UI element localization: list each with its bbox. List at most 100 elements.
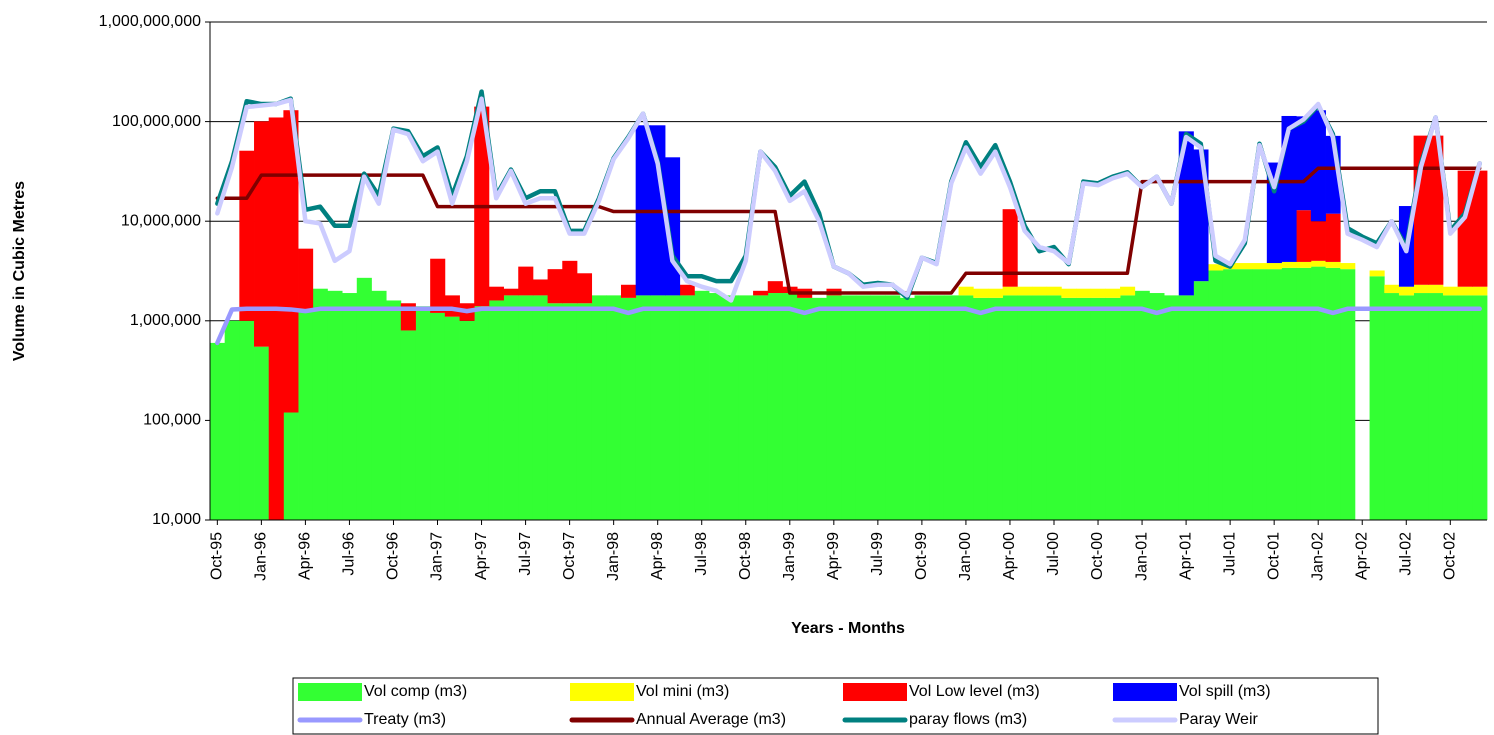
area-segment (1017, 295, 1033, 520)
area-segment (1002, 286, 1018, 296)
x-tick-label: Apr-96 (297, 532, 314, 580)
area-segment (1296, 267, 1312, 520)
x-tick-label: Apr-01 (1177, 532, 1194, 580)
area-segment (679, 295, 695, 520)
area-segment (1428, 135, 1444, 285)
x-axis-title: Years - Months (791, 620, 905, 637)
area-segment (1281, 267, 1297, 520)
legend-label: Vol Low level (m3) (909, 683, 1040, 700)
y-tick-label: 1,000,000 (130, 312, 201, 329)
x-tick-label: Apr-00 (1001, 532, 1018, 580)
x-tick-label: Jan-01 (1133, 532, 1150, 581)
area-segment (298, 309, 314, 520)
area-segment (400, 330, 416, 520)
area-segment (415, 306, 431, 520)
area-segment (1237, 269, 1253, 520)
area-segment (210, 342, 226, 520)
area-segment (914, 295, 930, 520)
x-tick-label: Oct-97 (561, 532, 578, 580)
area-segment (488, 286, 504, 301)
area-segment (1340, 269, 1356, 520)
x-tick-label: Jul-00 (1045, 532, 1062, 576)
area-segment (239, 150, 255, 321)
area-segment (782, 293, 798, 520)
area-segment (723, 295, 739, 520)
x-tick-label: Oct-01 (1265, 532, 1282, 580)
area-segment (1384, 284, 1400, 294)
area-segment (1340, 263, 1356, 270)
area-segment (518, 295, 534, 520)
area-segment (298, 248, 314, 310)
area-segment (356, 277, 372, 520)
area-segment (1266, 263, 1282, 270)
area-segment (430, 312, 446, 520)
legend-swatch (570, 683, 634, 701)
area-segment (1061, 297, 1077, 520)
area-segment (283, 110, 299, 413)
x-tick-label: Oct-00 (1089, 532, 1106, 580)
area-segment (503, 295, 519, 520)
y-axis-title: Volume in Cubic Metres (11, 181, 28, 361)
area-segment (987, 288, 1004, 298)
area-segment (283, 412, 299, 520)
area-segment (1310, 221, 1326, 261)
area-segment (1031, 286, 1048, 296)
area-segment (562, 303, 578, 520)
area-segment (1076, 297, 1092, 520)
area-segment (591, 295, 607, 520)
area-segment (1266, 162, 1282, 264)
y-tick-label: 100,000,000 (112, 113, 201, 130)
legend-label: Vol mini (m3) (636, 683, 729, 700)
area-segment (459, 320, 475, 520)
area-segment (1149, 293, 1165, 520)
area-segment (1413, 284, 1429, 294)
area-segment (767, 293, 783, 520)
area-segment (987, 297, 1004, 520)
area-segment (1178, 295, 1194, 520)
area-segment (312, 288, 328, 520)
area-segment (929, 295, 945, 520)
area-segment (1090, 288, 1106, 298)
area-segment (1046, 286, 1062, 296)
areas (210, 106, 1488, 520)
x-tick-label: Jan-98 (605, 532, 622, 581)
area-segment (1457, 295, 1473, 520)
area-segment (841, 295, 857, 520)
x-tick-label: Oct-98 (737, 532, 754, 580)
x-tick-label: Apr-98 (649, 532, 666, 580)
area-segment (1325, 213, 1341, 262)
area-segment (1120, 286, 1136, 296)
area-segment (1472, 170, 1488, 287)
area-segment (753, 290, 769, 296)
area-segment (606, 295, 622, 520)
lines (215, 89, 1482, 346)
area-segment (1252, 263, 1268, 270)
x-tick-label: Jan-00 (957, 532, 974, 581)
area-segment (620, 284, 637, 298)
area-segment (738, 295, 754, 520)
legend-label: paray flows (m3) (909, 711, 1027, 728)
area-segment (1178, 131, 1194, 296)
area-segment (1164, 295, 1180, 520)
legend-label: Vol spill (m3) (1179, 683, 1271, 700)
area-segment (1325, 267, 1341, 520)
x-tick-label: Oct-99 (913, 532, 930, 580)
area-segment (1266, 269, 1282, 520)
x-tick-label: Jul-02 (1397, 532, 1414, 576)
x-tick-label: Jan-02 (1309, 532, 1326, 581)
area-segment (488, 300, 504, 520)
area-segment (268, 117, 284, 520)
y-tick-label: 1,000,000,000 (99, 13, 201, 30)
area-segment (1398, 295, 1415, 520)
area-segment (1325, 261, 1341, 268)
area-segment (885, 295, 901, 520)
legend-label: Paray Weir (1179, 711, 1259, 728)
area-segment (1031, 295, 1048, 520)
area-segment (1296, 261, 1312, 268)
x-tick-label: Jul-99 (869, 532, 886, 576)
labels: Volume in Cubic Metres Years - Months Oc… (11, 181, 1458, 637)
area-segment (430, 258, 446, 313)
area-segment (386, 300, 402, 520)
area-segment (239, 320, 255, 520)
